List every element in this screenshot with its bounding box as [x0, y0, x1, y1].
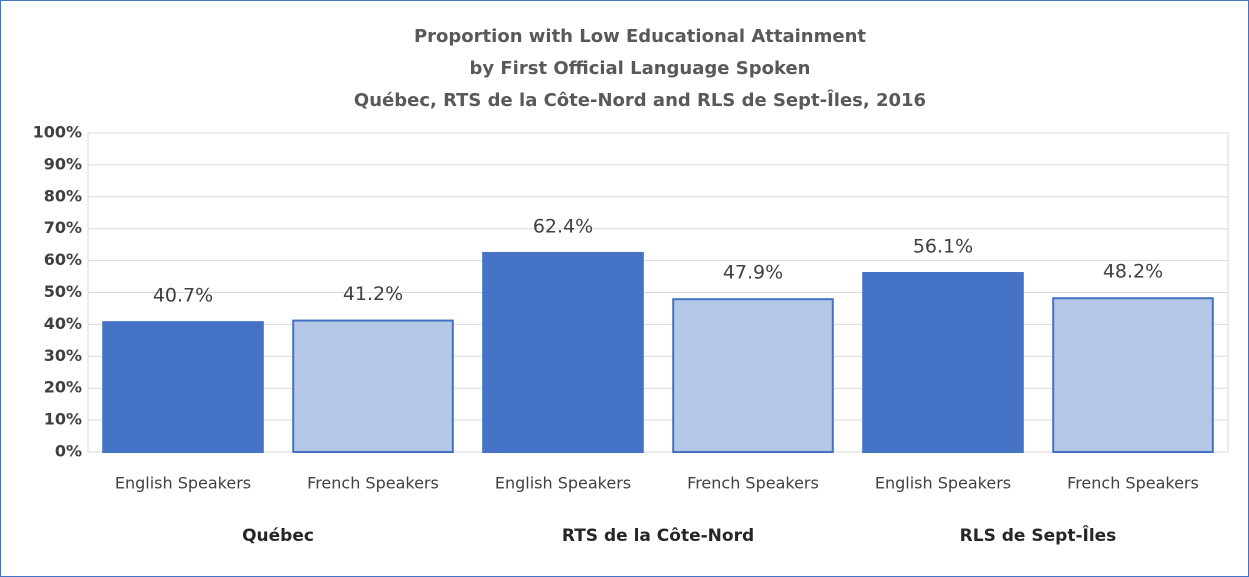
x-tick-label: English Speakers: [495, 474, 631, 493]
x-tick-label: French Speakers: [687, 474, 819, 493]
x-tick-label: French Speakers: [1067, 474, 1199, 493]
value-label: 56.1%: [913, 236, 973, 258]
bar: [482, 251, 644, 453]
bar: [102, 321, 264, 453]
chart-title: Proportion with Low Educational Attainme…: [414, 26, 866, 47]
y-tick-label: 20%: [44, 378, 82, 397]
value-label: 48.2%: [1103, 261, 1163, 283]
group-label: Québec: [242, 526, 314, 546]
chart-title: Québec, RTS de la Côte-Nord and RLS de S…: [354, 89, 926, 111]
y-tick-label: 60%: [44, 250, 82, 269]
y-tick-label: 40%: [44, 314, 82, 333]
bar: [1052, 297, 1214, 453]
y-tick-label: 50%: [44, 282, 82, 301]
x-tick-label: English Speakers: [115, 474, 251, 493]
x-tick-label: English Speakers: [875, 474, 1011, 493]
bar: [862, 272, 1024, 453]
group-label: RTS de la Côte-Nord: [562, 526, 754, 546]
value-label: 47.9%: [723, 262, 783, 284]
value-label: 40.7%: [153, 285, 213, 307]
y-tick-label: 80%: [44, 186, 82, 205]
y-tick-label: 100%: [33, 123, 82, 142]
x-tick-label: French Speakers: [307, 474, 439, 493]
group-label: RLS de Sept-Îles: [960, 524, 1117, 546]
bar: [292, 319, 454, 453]
y-tick-label: 90%: [44, 154, 82, 173]
value-label: 41.2%: [343, 283, 403, 305]
y-tick-label: 0%: [55, 442, 82, 461]
chart-title: by First Official Language Spoken: [470, 58, 811, 79]
y-tick-label: 30%: [44, 346, 82, 365]
bar: [672, 298, 834, 453]
y-tick-label: 10%: [44, 410, 82, 429]
y-tick-label: 70%: [44, 218, 82, 237]
value-label: 62.4%: [533, 215, 593, 237]
